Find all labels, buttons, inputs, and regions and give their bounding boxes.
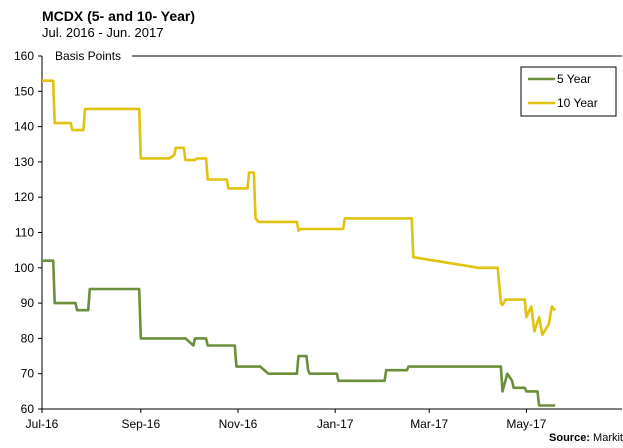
y-tick-label: 60 [21,402,35,416]
chart-title: MCDX (5- and 10- Year) [42,8,196,24]
chart-series [42,79,557,407]
y-tick-label: 150 [14,84,34,98]
series-line-5-year [42,259,556,407]
source-label: Source: [549,432,590,444]
x-tick-label: Jan-17 [317,417,354,431]
y-tick-label: 80 [21,331,35,345]
y-axis-unit-label: Basis Points [55,49,121,63]
source-value: Markit [593,432,623,444]
x-tick-label: May-17 [506,417,546,431]
x-tick-label: Jul-16 [26,417,59,431]
legend-box [520,66,617,117]
y-tick-label: 90 [21,296,35,310]
y-tick-label: 140 [14,120,34,134]
chart-axes: 60 70 80 90 100 110 120 130 140 150 160 Basis Point… [14,49,622,431]
legend-label: 5 Year [557,72,591,86]
legend-label: 10 Year [557,96,598,110]
source-note: Source: Markit [549,432,623,444]
chart-subtitle: Jul. 2016 - Jun. 2017 [42,25,164,40]
y-tick-label: 160 [14,49,34,63]
chart-legend: 5 Year 10 Year [520,66,617,117]
x-tick-label: Mar-17 [410,417,448,431]
y-tick-label: 100 [14,261,34,275]
y-tick-label: 130 [14,155,34,169]
y-tick-label: 70 [21,367,35,381]
series-line-10-year [42,79,557,337]
y-tick-label: 120 [14,190,34,204]
x-tick-label: Sep-16 [121,417,160,431]
y-tick-label: 110 [15,226,34,240]
x-tick-label: Nov-16 [219,417,258,431]
